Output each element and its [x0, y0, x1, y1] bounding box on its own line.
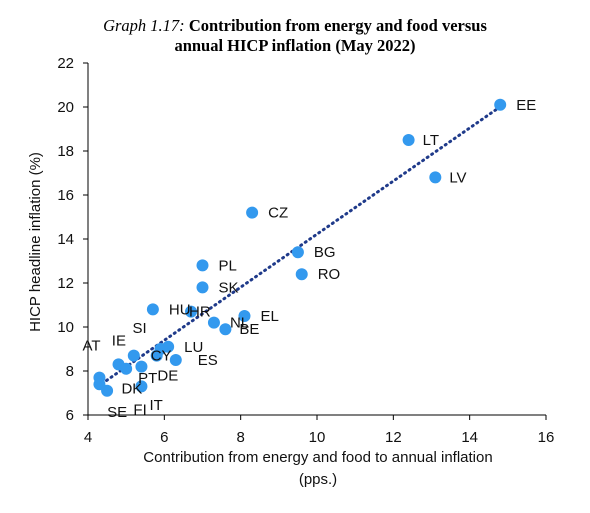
point-label: IT — [149, 397, 162, 414]
data-point — [402, 134, 415, 146]
point-label: HU — [169, 301, 191, 318]
data-point — [162, 340, 175, 353]
point-label: LU — [184, 339, 203, 356]
title-main-1: Contribution from energy and food versus — [188, 16, 487, 35]
point-label: ES — [198, 352, 218, 369]
data-point — [494, 98, 507, 111]
point-label: LV — [449, 169, 466, 186]
point-label: PL — [219, 257, 237, 274]
data-point — [146, 303, 159, 316]
data-point — [196, 281, 209, 294]
y-axis-label: HICP headline inflation (%) — [27, 152, 44, 332]
x-tick-label: 6 — [160, 429, 168, 446]
point-label: EL — [260, 308, 278, 325]
point-label: SK — [219, 279, 239, 296]
title-line-2: annual HICP inflation (May 2022) — [174, 36, 416, 55]
data-point — [196, 259, 209, 272]
data-point — [429, 171, 442, 184]
x-axis-label-line-1: Contribution from energy and food to ann… — [143, 449, 492, 466]
y-tick-label: 22 — [57, 55, 74, 72]
x-tick-label: 14 — [461, 429, 478, 446]
point-label: BE — [239, 321, 259, 338]
data-point — [150, 349, 163, 362]
x-tick-label: 8 — [236, 429, 244, 446]
title-prefix: Graph 1.17: — [103, 16, 185, 35]
point-label: EE — [516, 97, 536, 114]
point-label: AT — [83, 337, 101, 354]
x-axis-label-line-2: (pps.) — [299, 471, 337, 488]
point-label: SE — [107, 404, 127, 421]
point-label: CZ — [268, 205, 288, 222]
data-point — [291, 246, 304, 259]
y-tick-label: 8 — [66, 363, 74, 380]
data-point — [120, 362, 133, 375]
data-point — [93, 378, 106, 391]
point-label: SI — [133, 320, 147, 337]
data-point — [135, 380, 148, 393]
data-point — [295, 268, 308, 281]
x-tick-label: 4 — [84, 429, 92, 446]
y-tick-label: 18 — [57, 143, 74, 160]
trendline — [96, 103, 504, 389]
point-label: HR — [189, 304, 211, 321]
point-label: DE — [157, 368, 178, 385]
point-label: RO — [318, 266, 341, 283]
data-point — [207, 316, 220, 329]
point-label: BG — [314, 244, 336, 261]
data-point — [219, 323, 232, 336]
point-label: IE — [112, 333, 126, 350]
data-point — [246, 206, 259, 219]
point-label: LT — [423, 132, 439, 149]
point-label: PT — [138, 370, 157, 387]
point-label: DK — [121, 381, 142, 398]
data-point — [135, 360, 148, 373]
data-point — [185, 305, 198, 318]
data-points — [93, 98, 507, 397]
y-tick-label: 14 — [57, 231, 74, 248]
x-tick-label: 10 — [309, 429, 326, 446]
y-tick-label: 16 — [57, 187, 74, 204]
y-tick-label: 12 — [57, 275, 74, 292]
y-tick-label: 20 — [57, 99, 74, 116]
chart-title: Graph 1.17: Contribution from energy and… — [60, 16, 530, 56]
point-label: CY — [151, 348, 172, 365]
data-point — [127, 349, 140, 362]
trend-line — [96, 103, 504, 389]
y-tick-label: 10 — [57, 319, 74, 336]
data-point — [169, 354, 182, 366]
y-tick-label: 6 — [66, 407, 74, 424]
title-line-1: Graph 1.17: Contribution from energy and… — [60, 16, 530, 36]
x-tick-label: 12 — [385, 429, 402, 446]
point-label: FI — [133, 401, 146, 418]
x-tick-label: 16 — [538, 429, 555, 446]
data-point — [238, 310, 251, 322]
point-label: NL — [230, 315, 249, 332]
